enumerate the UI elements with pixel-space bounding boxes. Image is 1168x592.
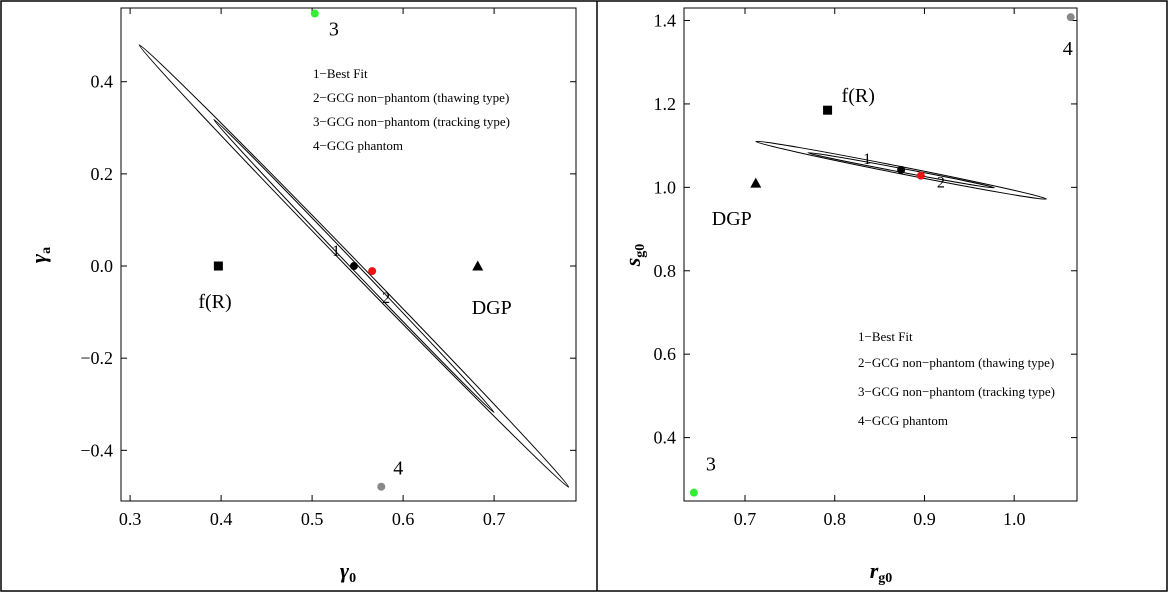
left-y-axis-label: γa [26,247,54,263]
right-legend: 1−Best Fit 2−GCG non−phantom (thawing ty… [858,329,1055,428]
left-x-axis-label: γ0 [340,558,356,586]
legend-entry: 4−GCG phantom [313,138,403,153]
point-best-fit [349,262,358,271]
left-plot-frame [120,7,577,502]
y-tick-label: 0.6 [654,344,677,364]
left-panel: 0.3 0.4 0.5 0.6 0.7 −0.4 −0.2 0.0 0.2 0.4 1 2 3 4 f(R… [26,7,577,586]
y-tick-label: 0.4 [654,428,677,448]
point-phantom [1066,13,1075,22]
point-phantom [377,482,386,491]
point-tracking [689,488,698,497]
x-tick-label: 0.5 [301,509,324,529]
x-tick-label: 0.8 [823,509,846,529]
point-label-fR: f(R) [842,85,875,107]
point-fR [213,261,223,271]
y-tick-label: 0.0 [91,256,114,276]
left-legend: 1−Best Fit 2−GCG non−phantom (thawing ty… [313,66,510,153]
legend-entry: 3−GCG non−phantom (tracking type) [858,384,1055,399]
outer-contour [138,44,570,488]
x-tick-label: 0.7 [483,509,506,529]
legend-entry: 1−Best Fit [313,66,368,81]
y-tick-label: 0.8 [654,261,677,281]
left-ticks: 0.3 0.4 0.5 0.6 0.7 −0.4 −0.2 0.0 0.2 0.4 [80,8,576,529]
x-tick-label: 0.7 [734,509,757,529]
y-tick-label: −0.2 [80,348,113,368]
legend-entry: 3−GCG non−phantom (tracking type) [313,114,510,129]
legend-entry: 4−GCG phantom [858,413,948,428]
y-tick-label: 1.2 [654,94,677,114]
point-label-fR: f(R) [198,291,231,313]
y-tick-label: −0.4 [80,440,113,460]
point-fR [823,105,833,115]
point-label-best-fit: 1 [332,243,340,260]
point-DGP [750,177,762,188]
right-ticks: 0.7 0.8 0.9 1.0 0.4 0.6 0.8 1.0 1.2 1.4 [654,8,1077,529]
right-plot-frame [683,7,1078,502]
point-label-thawing: 2 [382,290,390,307]
point-tracking [310,9,319,18]
point-label-phantom: 4 [1063,38,1073,60]
y-tick-label: 1.0 [654,177,677,197]
point-label-tracking: 3 [329,19,339,41]
y-tick-label: 1.4 [654,11,677,31]
legend-entry: 1−Best Fit [858,329,913,344]
point-label-tracking: 3 [706,454,716,476]
point-thawing [368,267,377,276]
x-tick-label: 1.0 [1003,509,1026,529]
point-label-thawing: 2 [937,175,945,192]
left-points: 1 2 3 4 f(R) DGP [198,9,512,491]
point-best-fit [897,165,906,174]
point-DGP [472,260,484,271]
point-label-best-fit: 1 [863,151,871,168]
legend-entry: 2−GCG non−phantom (thawing type) [313,90,509,105]
right-panel: 0.7 0.8 0.9 1.0 0.4 0.6 0.8 1.0 1.2 1.4 1 2 3 4 f(R) D… [620,7,1078,586]
x-tick-label: 0.9 [913,509,936,529]
y-tick-label: 0.4 [91,72,114,92]
legend-entry: 2−GCG non−phantom (thawing type) [858,355,1054,370]
x-tick-label: 0.3 [119,509,142,529]
x-tick-label: 0.4 [210,509,233,529]
right-points: 1 2 3 4 f(R) DGP [689,13,1075,497]
point-thawing [916,171,925,180]
point-label-DGP: DGP [712,208,752,230]
y-tick-label: 0.2 [91,164,114,184]
point-label-DGP: DGP [472,297,512,319]
x-tick-label: 0.6 [392,509,415,529]
right-y-axis-label: sg0 [620,244,648,268]
point-label-phantom: 4 [393,458,403,480]
right-x-axis-label: rg0 [870,558,893,586]
